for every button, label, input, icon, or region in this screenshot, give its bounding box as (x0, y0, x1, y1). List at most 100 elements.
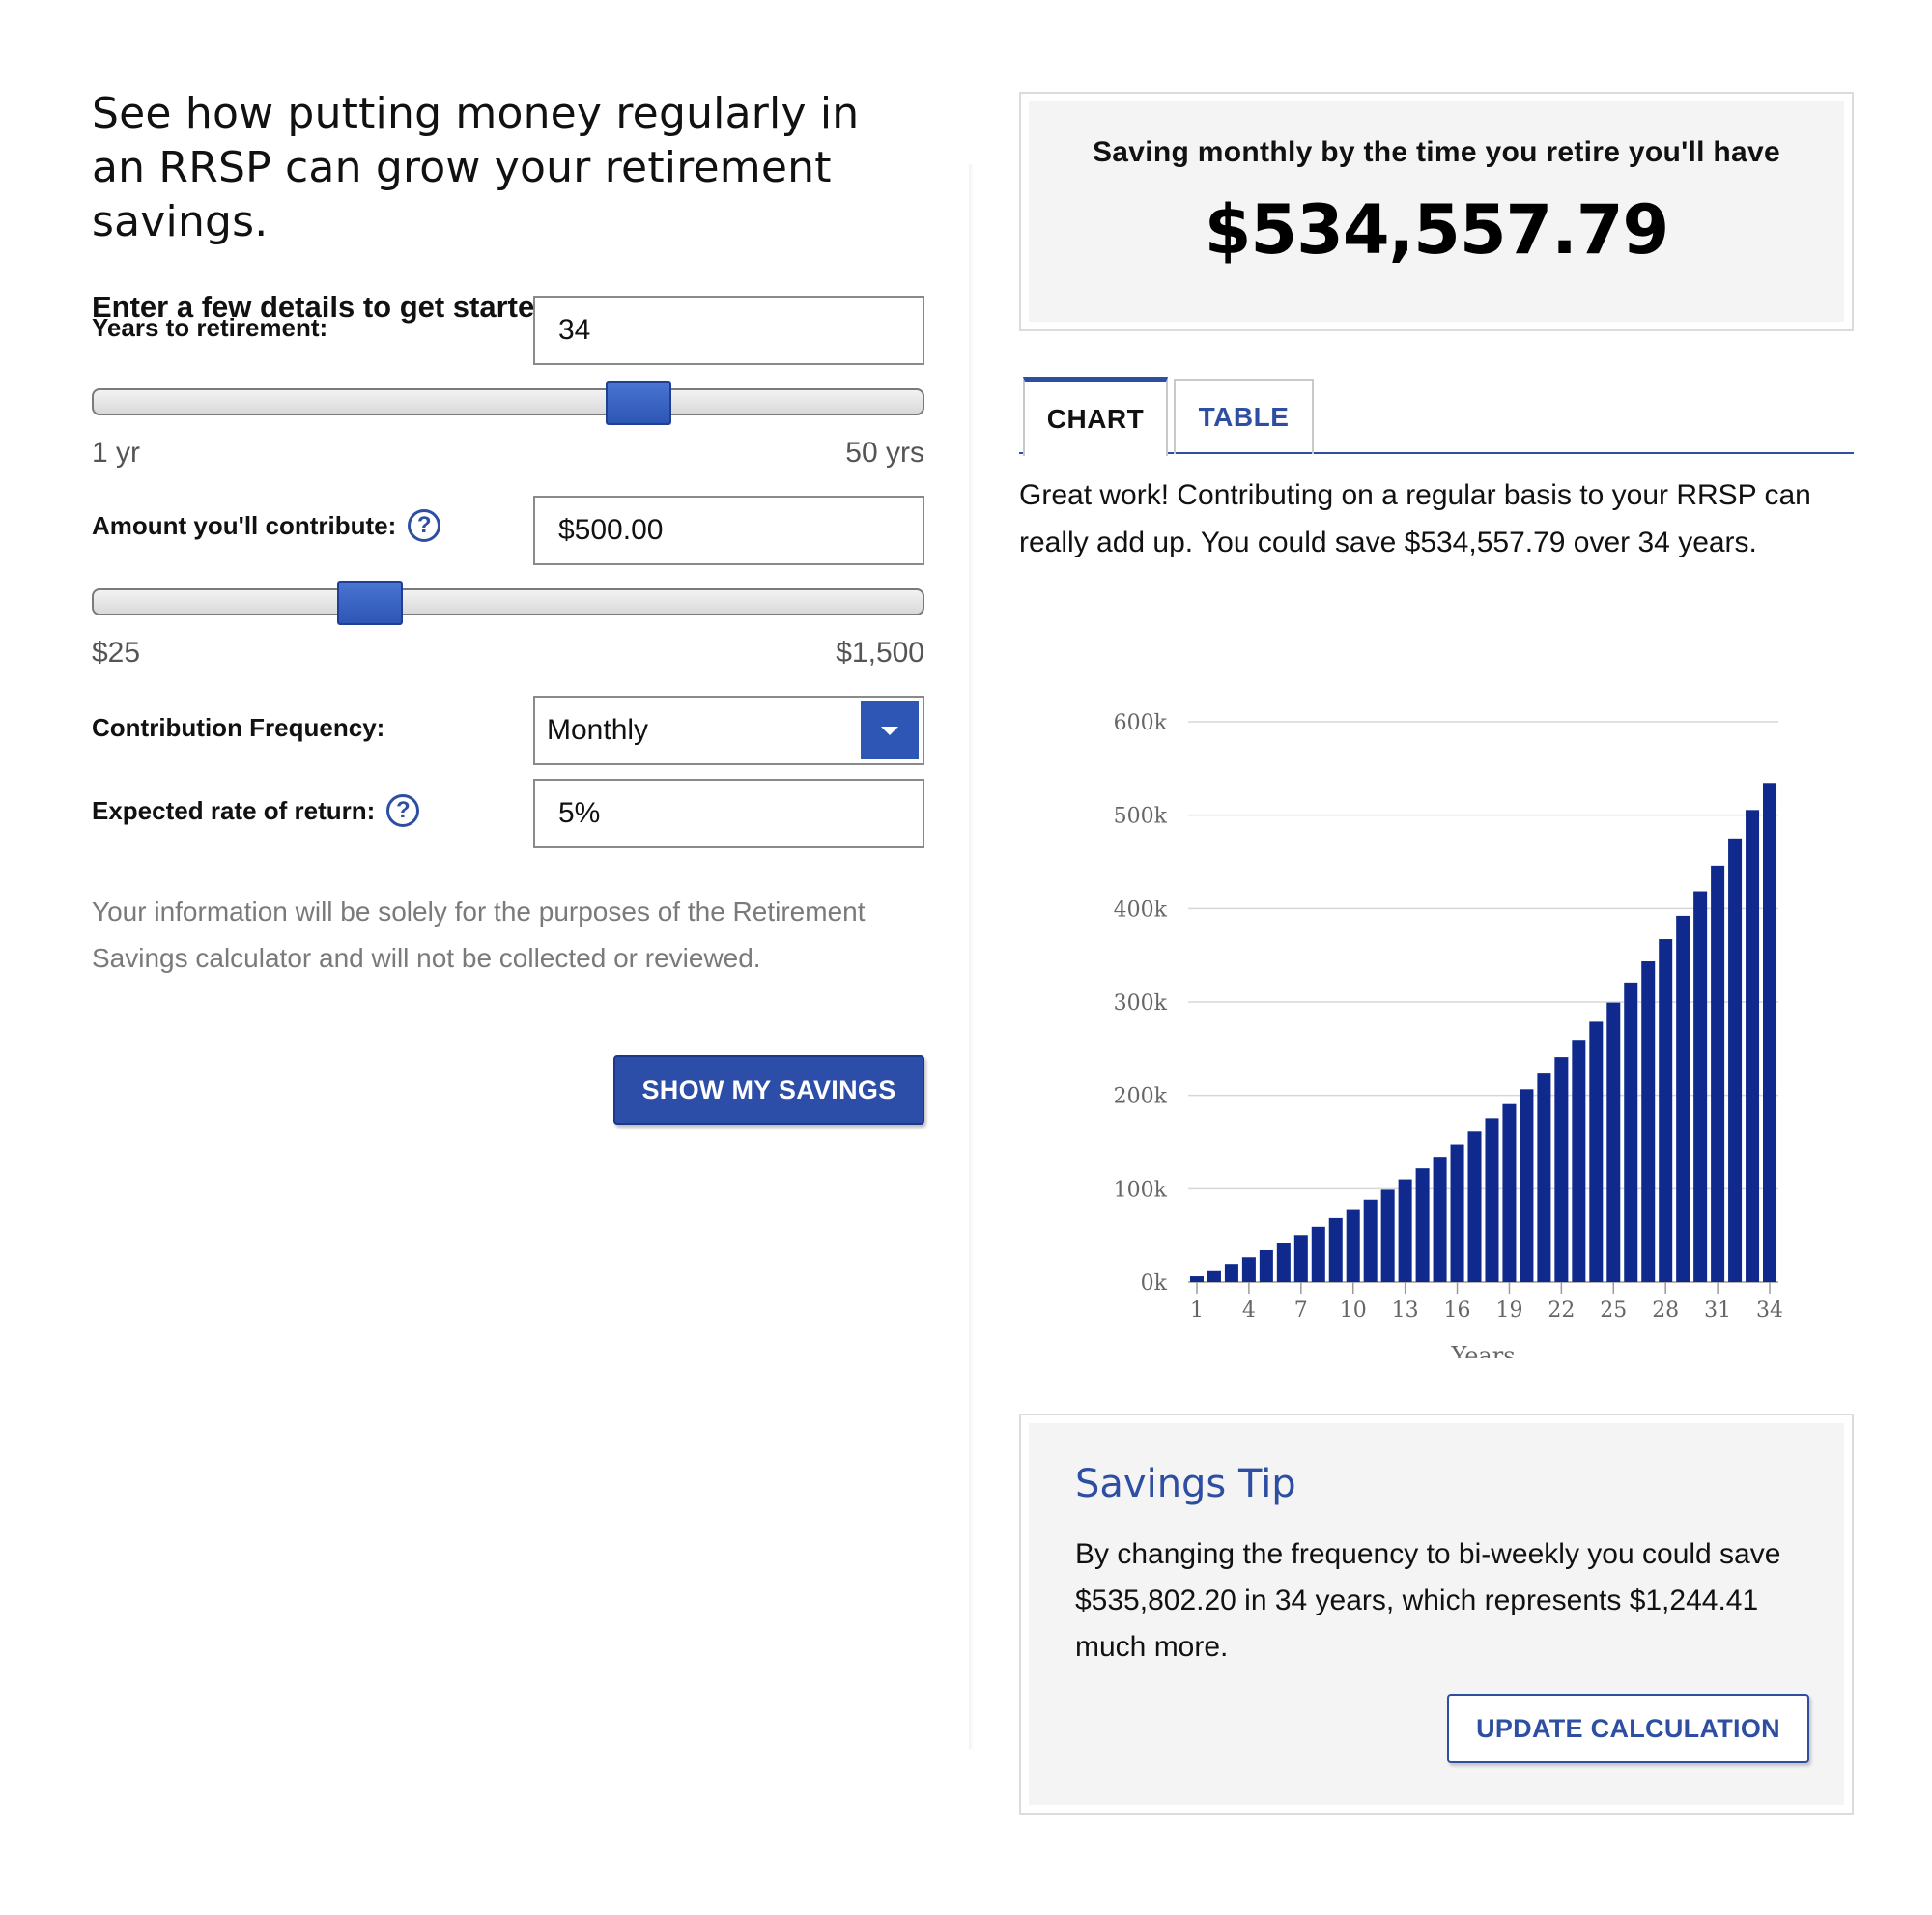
chart-bar (1746, 810, 1760, 1282)
chart-bar (1363, 1199, 1378, 1282)
y-tick-label: 200k (1114, 1085, 1168, 1109)
chart-bar (1711, 865, 1725, 1282)
column-divider (969, 164, 973, 1749)
chart-bar (1450, 1144, 1464, 1282)
chart-bar (1537, 1073, 1551, 1282)
x-tick-label: 13 (1392, 1299, 1419, 1323)
x-tick-label: 25 (1600, 1299, 1627, 1323)
chart-bar (1328, 1217, 1343, 1282)
amount-slider[interactable] (92, 581, 924, 625)
amount-input[interactable]: $500.00 (533, 496, 924, 565)
chart-bar (1485, 1118, 1499, 1282)
years-slider[interactable] (92, 381, 924, 425)
chart-bar (1433, 1157, 1447, 1282)
savings-tip-inner: Savings Tip By changing the frequency to… (1029, 1423, 1844, 1805)
result-label: Saving monthly by the time you retire yo… (1093, 136, 1780, 168)
savings-chart: 0k 100k 200k 300k 400k 500k 600k 1 4 7 10 13 16 19 22 2… (1114, 711, 1783, 1358)
amount-min-label: $25 (92, 637, 141, 669)
x-tick-label: 1 (1190, 1299, 1204, 1323)
rate-label: Expected rate of return: ? (92, 794, 420, 827)
amount-max-label: $1,500 (836, 637, 924, 669)
savings-tip-title: Savings Tip (1075, 1462, 1296, 1506)
x-tick-label: 16 (1444, 1299, 1471, 1323)
chart-bar (1554, 1057, 1569, 1282)
frequency-select[interactable]: Monthly (533, 696, 924, 765)
form-subtitle: Enter a few details to get started. (92, 290, 561, 324)
show-my-savings-button[interactable]: SHOW MY SAVINGS (613, 1055, 924, 1125)
x-tick-label: 19 (1495, 1299, 1522, 1323)
rate-field-row: Expected rate of return: ? 5% (92, 779, 924, 848)
y-tick-label: 400k (1114, 898, 1168, 922)
chart-bar (1659, 939, 1673, 1282)
chart-bar (1189, 1276, 1204, 1282)
amount-slider-thumb[interactable] (337, 581, 404, 625)
chart-bar (1606, 1002, 1621, 1282)
amount-label-text: Amount you'll contribute: (92, 510, 397, 540)
x-tick-label: 4 (1242, 1299, 1256, 1323)
x-tick-label: 7 (1294, 1299, 1308, 1323)
x-tick-label: 10 (1340, 1299, 1367, 1323)
view-tabs: CHART TABLE (1019, 377, 1854, 456)
x-tick-label: 22 (1548, 1299, 1575, 1323)
page-title: See how putting money regularly in an RR… (92, 89, 860, 246)
years-label: Years to retirement: (92, 313, 327, 343)
savings-tip-text: By changing the frequency to bi-weekly y… (1075, 1538, 1781, 1663)
help-icon[interactable]: ? (408, 509, 441, 542)
years-input[interactable]: 34 (533, 296, 924, 365)
chart-bar (1207, 1270, 1221, 1282)
result-message: Great work! Contributing on a regular ba… (1019, 479, 1811, 558)
chart-bar (1572, 1040, 1586, 1282)
chart-bar (1259, 1249, 1273, 1282)
chart-bar (1293, 1235, 1308, 1282)
chart-bar (1241, 1257, 1256, 1282)
frequency-label-text: Contribution Frequency: (92, 713, 385, 742)
years-label-text: Years to retirement: (92, 313, 328, 342)
calculator-form: See how putting money regularly in an RR… (92, 87, 924, 1125)
frequency-label: Contribution Frequency: (92, 713, 384, 743)
chart-bar (1763, 783, 1777, 1282)
chart-bar (1693, 891, 1708, 1282)
chart-bar (1346, 1209, 1360, 1282)
chart-bar (1380, 1189, 1395, 1282)
years-max-label: 50 yrs (845, 437, 924, 469)
chart-bar (1728, 838, 1743, 1282)
y-tick-label: 600k (1114, 711, 1168, 735)
rate-label-text: Expected rate of return: (92, 795, 376, 825)
update-calculation-button[interactable]: UPDATE CALCULATION (1447, 1694, 1809, 1763)
result-card-inner: Saving monthly by the time you retire yo… (1029, 101, 1844, 322)
chart-bar (1467, 1131, 1482, 1282)
tab-table[interactable]: TABLE (1174, 379, 1314, 454)
y-tick-label: 300k (1114, 991, 1168, 1015)
chart-bar (1224, 1264, 1238, 1282)
chart-bar (1311, 1226, 1325, 1282)
result-amount: $534,557.79 (1204, 190, 1670, 270)
rate-input[interactable]: 5% (533, 779, 924, 848)
help-icon[interactable]: ? (386, 794, 420, 827)
chart-bar (1398, 1179, 1412, 1282)
chart-bar (1502, 1103, 1517, 1282)
years-min-label: 1 yr (92, 437, 141, 469)
chart-bar (1589, 1021, 1604, 1282)
chart-bar (1676, 915, 1690, 1282)
frequency-selected-value: Monthly (547, 714, 649, 746)
chart-bar (1520, 1089, 1534, 1282)
privacy-note: Your information will be solely for the … (92, 897, 866, 973)
chart-bar (1415, 1168, 1430, 1282)
tab-chart[interactable]: CHART (1023, 377, 1168, 456)
amount-field-row: Amount you'll contribute: ? $500.00 (92, 496, 924, 565)
result-card: Saving monthly by the time you retire yo… (1019, 92, 1854, 331)
x-tick-label: 28 (1652, 1299, 1679, 1323)
frequency-field-row: Contribution Frequency: Monthly (92, 696, 924, 765)
y-tick-label: 100k (1114, 1178, 1168, 1202)
x-axis-title: Years (1450, 1342, 1515, 1358)
x-tick-label: 34 (1756, 1299, 1783, 1323)
y-tick-label: 500k (1114, 805, 1168, 829)
chevron-down-icon[interactable] (861, 701, 919, 759)
chart-bar (1641, 961, 1656, 1282)
chart-bar (1276, 1243, 1291, 1282)
years-field-row: Years to retirement: 34 (92, 296, 924, 365)
x-tick-label: 31 (1704, 1299, 1731, 1323)
savings-tip-card: Savings Tip By changing the frequency to… (1019, 1414, 1854, 1815)
years-slider-thumb[interactable] (606, 381, 672, 425)
amount-label: Amount you'll contribute: ? (92, 509, 441, 542)
